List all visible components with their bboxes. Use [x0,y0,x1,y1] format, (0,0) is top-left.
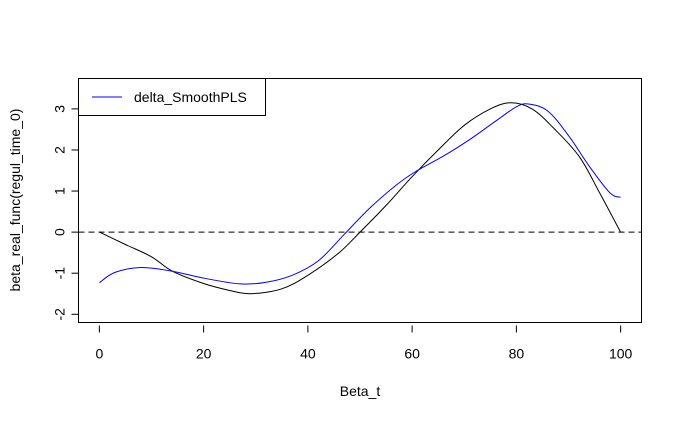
y-axis-label: beta_real_func(regul_time_0) [7,109,23,292]
y-tick-label: 2 [52,146,68,154]
series-line-delta-smoothpls [99,103,621,285]
y-tick-label: -2 [52,308,68,321]
y-axis: -2 -1 0 1 2 3 [52,105,79,321]
y-tick-label: 3 [52,105,68,113]
series-line-beta-real-func [99,102,622,295]
plot-frame [78,78,642,323]
y-tick-label: 1 [52,187,68,195]
legend: delta_SmoothPLS [78,78,266,116]
data-series [99,102,622,295]
x-axis-label: Beta_t [340,383,381,399]
y-tick-label: 0 [52,228,68,236]
x-tick-label: 0 [95,346,103,362]
x-axis: 0 20 40 60 80 100 [95,325,633,362]
x-tick-label: 100 [609,346,633,362]
x-tick-label: 20 [196,346,212,362]
x-tick-label: 80 [509,346,525,362]
x-tick-label: 40 [300,346,316,362]
x-tick-label: 60 [404,346,420,362]
legend-label: delta_SmoothPLS [134,89,247,105]
y-tick-label: -1 [52,267,68,280]
